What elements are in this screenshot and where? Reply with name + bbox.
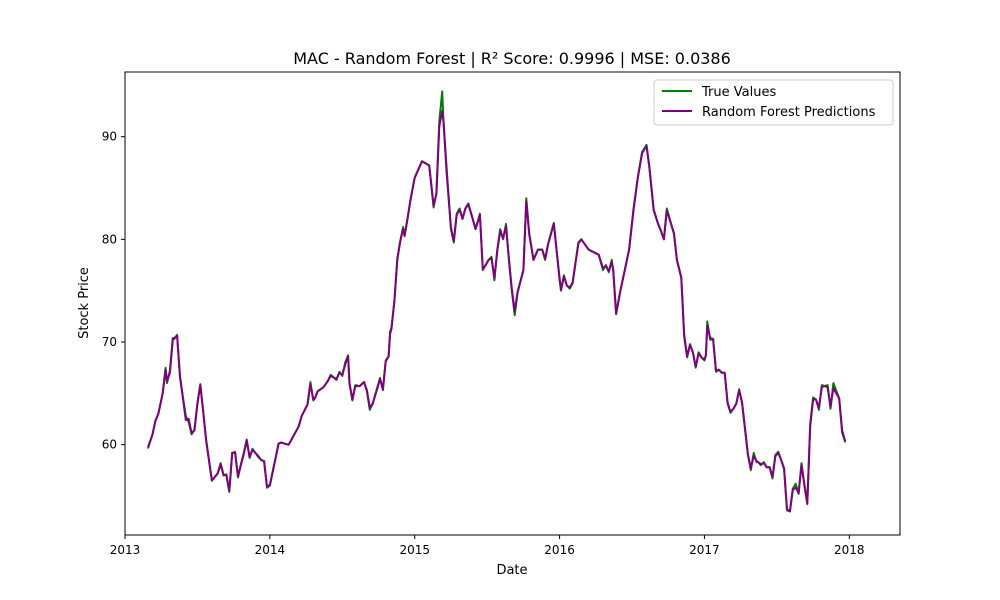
plot-area [124, 71, 901, 536]
x-tick-label: 2014 [255, 543, 286, 557]
x-tick-label: 2013 [110, 543, 141, 557]
x-tick-label: 2016 [544, 543, 575, 557]
y-tick-label: 80 [102, 232, 117, 246]
legend-box [653, 79, 894, 126]
legend-label-true-values: True Values [701, 85, 776, 100]
x-tick-label: 2015 [399, 543, 430, 557]
y-axis: 60 70 80 90 [102, 130, 125, 452]
x-tick-label: 2018 [834, 543, 865, 557]
y-tick-label: 60 [102, 438, 117, 452]
lines-layer [147, 90, 846, 513]
y-tick-label: 70 [102, 335, 117, 349]
plot-frame [124, 71, 901, 536]
x-axis-label: Date [496, 563, 527, 578]
y-tick-label: 90 [102, 130, 117, 144]
x-axis: 2013 2014 2015 2016 2017 2018 [110, 535, 865, 557]
legend-label-random-forest-predictions: Random Forest Predictions [702, 105, 876, 120]
series-line-random-forest-predictions [147, 110, 846, 513]
x-tick-label: 2017 [689, 543, 720, 557]
legend: True Values Random Forest Predictions [653, 79, 894, 126]
y-axis-label: Stock Price [77, 267, 92, 339]
chart-title: MAC - Random Forest | R² Score: 0.9996 |… [293, 49, 731, 68]
